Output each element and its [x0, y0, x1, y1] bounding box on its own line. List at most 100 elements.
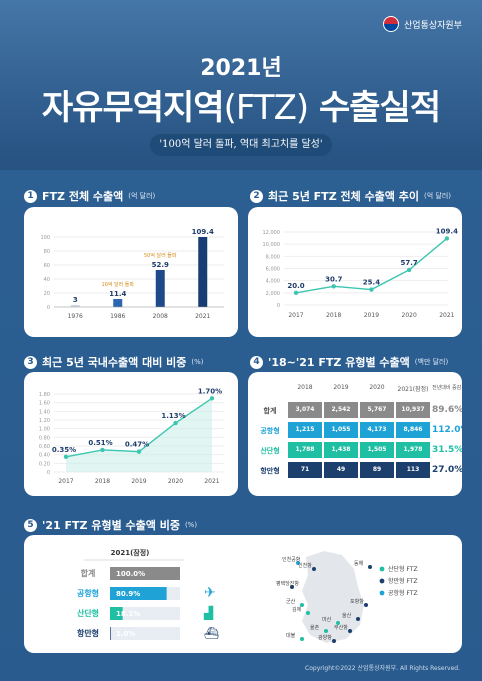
table-cell: 3,074: [288, 402, 322, 418]
data-point: [63, 454, 69, 460]
table-cell: 49: [324, 462, 358, 478]
x-tick-label: 2017: [58, 478, 73, 485]
bar: [110, 627, 111, 640]
legend-marker: [379, 566, 385, 572]
table-cell: 1,788: [288, 442, 322, 458]
map-place-label: 마산: [322, 616, 332, 623]
map-marker: [336, 621, 340, 625]
data-point: [136, 449, 142, 454]
copyright: Copyright©2022 산업통상자원부. All Rights Reser…: [305, 665, 460, 672]
y-tick-label: 100: [40, 235, 50, 241]
table-cell: 8,846: [396, 422, 430, 438]
x-tick-label: 2020: [168, 478, 183, 485]
type-export-table: 2018 2019 2020 2021(잠정)전년대비 증감률합계 3,0742,542…: [248, 372, 462, 496]
y-tick-label: 0.80: [39, 435, 50, 441]
bar: [155, 269, 165, 307]
card-type-table: 2018 2019 2020 2021(잠정)전년대비 증감률합계 3,0742,542…: [248, 372, 462, 496]
bar: [198, 237, 208, 307]
map-marker: [300, 603, 304, 607]
growth-rate: 31.5%: [432, 445, 462, 455]
section-number: 1: [24, 189, 37, 203]
section-number: 3: [24, 355, 37, 369]
y-tick-label: 1.20: [39, 418, 50, 424]
chart-five-year-trend: 0 2,000 4,000 6,000 8,000 10,000 12,000 20.0 201…: [263, 227, 459, 319]
table-cell: 2,542: [324, 402, 358, 418]
chart-share-of-exports: 0 0.20 0.40 0.60 0.80 1.00 1.20 1.40 1.60 1.80 0.3…: [39, 387, 224, 485]
bar-value-label: 52.9: [152, 261, 169, 269]
bar-track: [110, 607, 180, 620]
korea-map-shape: [302, 551, 364, 643]
table-cell: 4,173: [360, 422, 394, 438]
y-tick-label: 20: [44, 291, 50, 297]
title-ftz: (FTZ): [223, 88, 310, 128]
y-tick-label: 8,000: [266, 254, 280, 260]
map-place-label: 율촌: [310, 624, 320, 631]
map-marker: [300, 637, 304, 641]
annotation-label: 50억 달러 돌파: [144, 252, 177, 259]
row-label: 산단형: [260, 447, 280, 455]
data-label: 30.7: [325, 275, 342, 283]
x-tick-label: 2008: [153, 313, 168, 320]
airplane-icon: ✈: [204, 585, 216, 601]
table-cell: 1,215: [288, 422, 322, 438]
series-area: [66, 398, 212, 472]
year-title: 2021년: [200, 56, 282, 81]
map-marker: [312, 567, 316, 571]
title-main: 자유무역지역: [41, 88, 225, 128]
map-place-label: 광양항: [318, 634, 332, 641]
table-cell: 10,937: [396, 402, 430, 418]
section-2-header: 2 최근 5년 FTZ 전체 수출액 추이 (억 달러): [250, 188, 451, 204]
y-tick-label: 4,000: [266, 279, 280, 285]
data-label: 0.51%: [88, 439, 112, 447]
data-label: 20.0: [287, 282, 304, 290]
section-number: 4: [250, 355, 263, 369]
row-label: 항만형: [77, 628, 99, 638]
table-cell: 1,505: [360, 442, 394, 458]
data-label: 1.70%: [198, 387, 222, 395]
x-tick-label: 1976: [68, 313, 83, 320]
data-point: [444, 236, 450, 241]
x-tick-label: 2021: [439, 312, 454, 319]
map-place-label: 군산: [286, 598, 296, 605]
map-place-label: 평택당진항: [276, 580, 299, 587]
bar-value-label: 18.1%: [116, 610, 140, 618]
legend-label: 공항형 FTZ: [388, 589, 418, 597]
data-point: [173, 420, 178, 426]
card-five-year-trend: 0 2,000 4,000 6,000 8,000 10,000 12,000 20.0 201…: [248, 207, 462, 337]
table-cell: 89: [360, 462, 394, 478]
column-header: 2019: [333, 384, 349, 391]
chart-type-share: 2021(잠정) 합계 100.0% 공항형 80.9% 산단형 18.1% 항만형 1.0% ✈…: [77, 548, 418, 643]
row-label: 합계: [81, 568, 96, 578]
x-tick-label: 2018: [95, 478, 110, 485]
data-point: [293, 290, 299, 296]
map-marker: [290, 585, 294, 589]
table-cell: 5,767: [360, 402, 394, 418]
title-tail: 수출실적: [308, 88, 441, 128]
y-tick-label: 80: [44, 249, 50, 255]
card-share-of-exports: 0 0.20 0.40 0.60 0.80 1.00 1.20 1.40 1.60 1.80 0.3…: [24, 372, 238, 496]
bar: [110, 567, 180, 580]
section-number: 2: [250, 189, 263, 203]
bar: [110, 607, 123, 620]
section-unit: (%): [191, 358, 204, 366]
map-place-label: 동해: [354, 560, 364, 567]
data-label: 1.13%: [161, 412, 185, 420]
chart-total-exports: 0 20 40 60 80 100 3 1976 11.4 1986 10억 달러 돌파 52.9 20…: [40, 219, 224, 320]
legend-label: 산단형 FTZ: [388, 565, 418, 573]
column-header: 전년대비 증감률: [432, 385, 462, 391]
map-place-label: 포항항: [350, 598, 364, 605]
y-tick-label: 12,000: [263, 230, 281, 236]
x-tick-label: 2019: [131, 478, 146, 485]
section-1-header: 1 FTZ 전체 수출액 (억 달러): [24, 188, 155, 204]
section-number: 5: [24, 518, 37, 532]
section-5-header: 5 '21 FTZ 유형별 수출액 비중 (%): [24, 517, 197, 533]
x-tick-label: 2019: [364, 312, 379, 319]
y-tick-label: 1.40: [39, 409, 50, 415]
data-label: 0.47%: [125, 441, 149, 449]
y-tick-label: 60: [44, 263, 50, 269]
column-header: 2021(잠정): [397, 386, 429, 393]
y-tick-label: 0: [47, 305, 50, 311]
map-marker: [364, 603, 368, 607]
x-tick-label: 1986: [110, 313, 125, 320]
table-cell: 1,438: [324, 442, 358, 458]
